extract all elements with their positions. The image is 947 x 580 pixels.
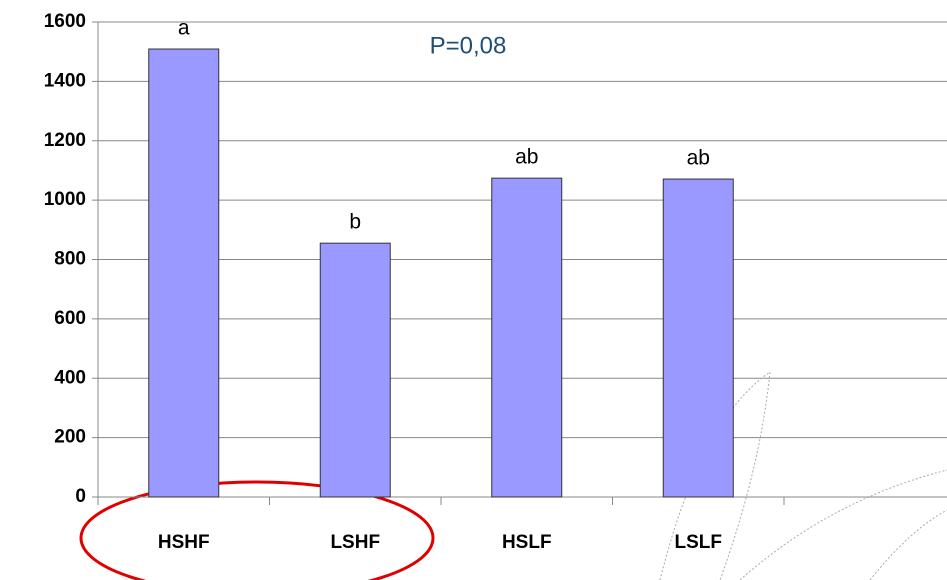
background-curve — [869, 509, 947, 580]
background-curve — [659, 370, 771, 580]
x-tick-label: HSLF — [502, 532, 552, 553]
x-tick-label: HSHF — [158, 532, 210, 553]
y-tick-label: 0 — [75, 486, 86, 507]
bar — [319, 242, 391, 498]
y-tick-label: 200 — [54, 427, 86, 448]
y-tick-label: 400 — [54, 367, 86, 388]
significance-letter: b — [349, 211, 361, 234]
y-tick-label: 1200 — [44, 130, 86, 151]
x-tick-label: LSHF — [330, 532, 380, 553]
y-tick-label: 1600 — [44, 11, 86, 32]
p-value: P=0,08 — [430, 32, 507, 59]
background-curve — [739, 469, 947, 580]
significance-letter: a — [178, 17, 190, 40]
y-tick-label: 1400 — [44, 70, 86, 91]
x-tick-label: LSLF — [675, 532, 723, 553]
bar — [662, 178, 734, 498]
highlight-ellipse — [79, 480, 435, 580]
bar — [148, 48, 220, 498]
significance-letter: ab — [515, 146, 538, 169]
bar — [491, 177, 563, 498]
y-tick-label: 1000 — [44, 189, 86, 210]
y-tick-label: 600 — [54, 308, 86, 329]
y-tick-label: 800 — [54, 249, 86, 270]
decoration — [659, 370, 947, 580]
significance-letter: ab — [687, 147, 710, 170]
